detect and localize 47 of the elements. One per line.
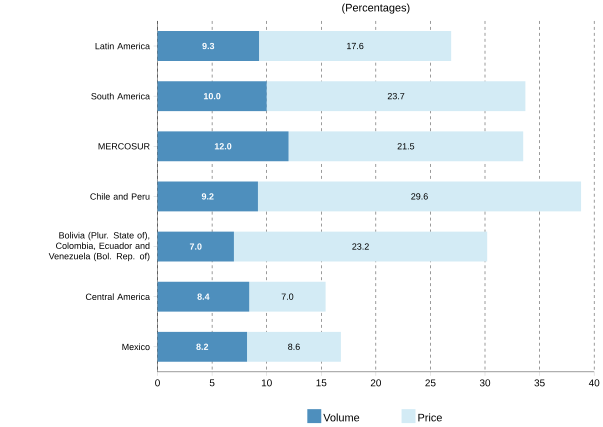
x-tick-label: 5 xyxy=(210,379,214,386)
data-label: 8.6 xyxy=(288,344,300,350)
bar xyxy=(288,131,524,162)
data-label: 12.0 xyxy=(214,143,232,150)
data-label: 9.3 xyxy=(202,42,214,50)
bar xyxy=(158,81,267,112)
x-tick-label: 10 xyxy=(262,379,272,386)
x-tick-label: 40 xyxy=(588,379,600,386)
bar xyxy=(158,282,250,312)
chart-title: (Percentages) xyxy=(342,4,410,14)
bar xyxy=(158,131,289,162)
data-label: 29.6 xyxy=(411,193,428,200)
bar xyxy=(158,31,260,62)
x-tick-label: 35 xyxy=(534,379,545,386)
bar xyxy=(259,31,452,62)
y-tick-label: Central America xyxy=(86,293,150,300)
data-label: 8.4 xyxy=(197,294,210,300)
bar xyxy=(158,332,248,362)
bar xyxy=(249,282,326,312)
data-label: 17.6 xyxy=(347,42,364,50)
data-label: 7.0 xyxy=(282,294,294,300)
x-tick-label: 15 xyxy=(316,379,326,386)
y-tick-label: Mexico xyxy=(122,344,150,350)
bar xyxy=(247,332,341,362)
bar xyxy=(258,182,582,212)
data-label: 23.7 xyxy=(388,93,404,100)
bar xyxy=(234,232,488,262)
data-label: 21.5 xyxy=(398,143,414,150)
legend-label: Price xyxy=(418,414,442,422)
data-label: 9.2 xyxy=(202,193,214,200)
data-label: 7.0 xyxy=(190,243,202,250)
y-tick-label: MERCOSUR xyxy=(98,143,150,150)
bar xyxy=(158,232,234,262)
bar xyxy=(158,182,258,212)
y-tick-label: Bolivia (Plur. State of), Colombia, Ecuador and Venezuela (Bol. Rep. of) xyxy=(48,232,150,262)
y-tick-label: Latin America xyxy=(96,42,150,50)
data-label: 8.2 xyxy=(196,344,208,350)
data-label: 10.0 xyxy=(204,93,220,100)
x-tick-label: 20 xyxy=(370,379,381,386)
bar xyxy=(266,81,526,112)
x-tick-label: 30 xyxy=(480,379,490,386)
y-tick-label: Chile and Peru xyxy=(90,193,150,200)
data-label: 23.2 xyxy=(352,243,369,250)
legend-label: Volume xyxy=(323,414,360,422)
y-tick-label: South America xyxy=(91,92,150,100)
x-tick-label: 0 xyxy=(155,379,160,386)
x-tick-label: 25 xyxy=(425,379,436,386)
